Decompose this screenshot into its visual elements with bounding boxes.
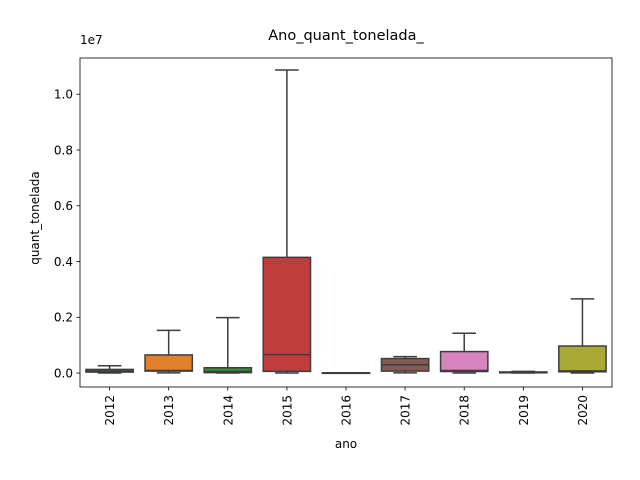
box-2012 — [85, 365, 134, 374]
y-tick-label: 0.8 — [54, 143, 73, 157]
x-tick-label: 2018 — [458, 395, 472, 426]
x-axis-title: ano — [335, 437, 357, 451]
box-2014 — [203, 316, 253, 374]
iqr-box — [203, 367, 253, 374]
y-tick-label: 1.0 — [54, 88, 73, 102]
plot-frame — [79, 57, 613, 388]
x-tick-label: 2017 — [399, 395, 413, 426]
box-2013 — [144, 329, 194, 374]
x-tick-label: 2013 — [162, 395, 176, 426]
x-tick-label: 2015 — [280, 395, 294, 426]
iqr-box — [262, 256, 312, 373]
y-axis-offset-label: 1e7 — [80, 33, 103, 47]
y-axis-title: quant_tonelada — [28, 171, 42, 265]
x-tick-label: 2019 — [517, 395, 531, 426]
y-tick-label: 0.2 — [54, 311, 73, 325]
chart-title: Ano_quant_tonelada_ — [268, 28, 424, 44]
y-tick-label: 0.6 — [54, 199, 73, 213]
box-2015 — [262, 69, 312, 374]
iqr-box — [439, 350, 489, 373]
y-tick-label: 0.4 — [54, 255, 73, 269]
x-tick-label: 2016 — [340, 395, 354, 426]
x-tick-label: 2012 — [103, 395, 117, 426]
box-2019 — [498, 370, 548, 374]
box-2017 — [380, 355, 430, 374]
box-2016 — [321, 371, 371, 375]
box-2018 — [439, 332, 489, 374]
iqr-box — [558, 345, 607, 373]
x-tick-label: 2014 — [221, 395, 235, 426]
box-2020 — [558, 298, 607, 374]
y-tick-label: 0.0 — [54, 366, 73, 380]
boxes — [85, 69, 607, 375]
iqr-box — [144, 354, 194, 372]
x-axis-ticks: 2012 2013 2014 2015 2016 2017 2018 2019 2020 — [103, 387, 590, 426]
y-axis-ticks: 0.0 0.2 0.4 0.6 0.8 1.0 — [54, 88, 80, 380]
x-tick-label: 2020 — [576, 395, 590, 426]
